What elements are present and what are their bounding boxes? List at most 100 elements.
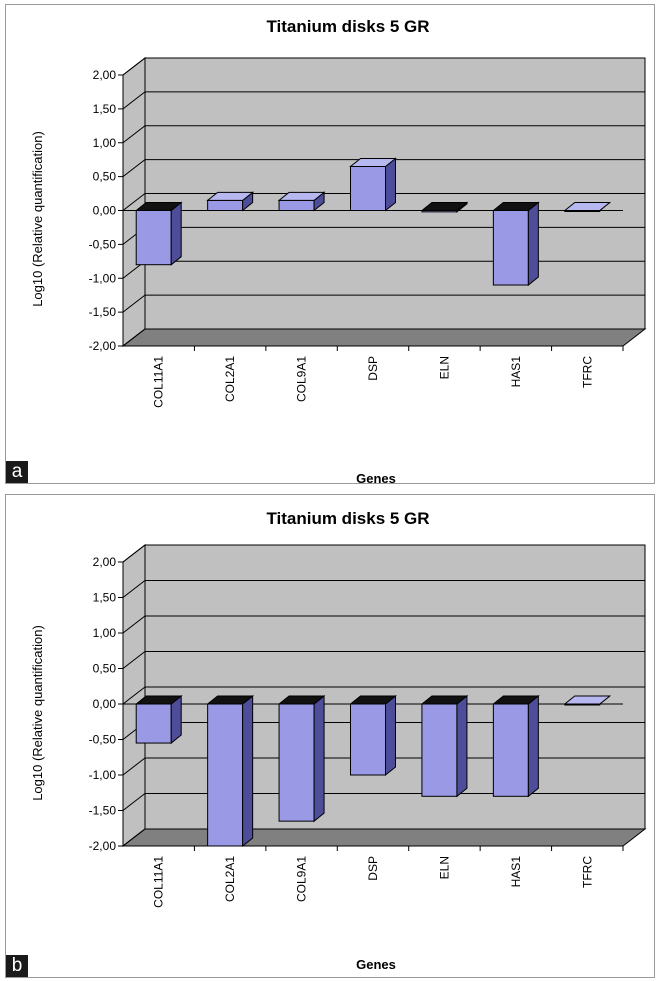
- gridline: [122, 828, 645, 847]
- y-tick-label: -1,00: [89, 271, 117, 285]
- gridline: [122, 757, 645, 776]
- y-tick-label: -1,50: [89, 804, 117, 818]
- bar-side: [527, 694, 539, 798]
- bar-has1: [491, 694, 540, 798]
- bar-top: [349, 695, 397, 705]
- y-tick-label: -2,00: [89, 839, 117, 853]
- y-tick-label: 0,00: [93, 204, 117, 218]
- y-tick-label: 0,50: [93, 662, 117, 676]
- category-label: COL2A1: [223, 356, 237, 402]
- bar-top: [420, 202, 469, 211]
- chart-svg-b: Titanium disks 5 GR 2,00 1,50 1,00 0,50 0,00 -…: [30, 509, 647, 972]
- bar-front: [421, 703, 458, 797]
- bar-col11a1: [134, 201, 183, 266]
- y-tick-label: 1,00: [93, 136, 117, 150]
- category-label: ELN: [437, 356, 451, 379]
- gridline: [122, 193, 645, 211]
- bar-front: [278, 703, 315, 822]
- y-tick-label: 0,00: [93, 697, 117, 711]
- y-tick-label: 2,00: [93, 68, 117, 82]
- plot-floor: [121, 328, 647, 347]
- bar-front: [492, 703, 529, 797]
- bar-side: [385, 694, 396, 777]
- chart-title: Titanium disks 5 GR: [266, 17, 429, 36]
- bar-top: [420, 695, 469, 705]
- bar-front: [135, 703, 172, 744]
- bar-front: [350, 703, 386, 776]
- bar-top: [491, 202, 540, 211]
- bar-top: [491, 695, 540, 705]
- y-axis-title: Log10 (Relative quantification): [30, 131, 45, 307]
- gridline: [122, 615, 645, 634]
- bar-has1: [491, 201, 540, 287]
- y-tick-label: -0,50: [89, 733, 117, 747]
- y-tick-label: 1,00: [93, 626, 117, 640]
- bar-top: [563, 202, 612, 211]
- x-axis-title: Genes: [356, 471, 396, 483]
- chart-panel-a: Titanium disks 5 GR 2,00 1,50 1,00 0,50 0,00 -…: [5, 4, 655, 484]
- gridline: [122, 159, 645, 178]
- bar-front: [350, 165, 386, 211]
- gridline: [122, 793, 645, 811]
- category-label: TFRC: [580, 356, 594, 388]
- bar-front: [207, 703, 244, 847]
- bar-col2a1: [206, 694, 255, 848]
- category-label: ELN: [437, 856, 451, 879]
- category-label: COL9A1: [295, 356, 309, 402]
- bar-side: [313, 694, 325, 823]
- bar-col9a1: [277, 694, 326, 823]
- bar-side: [527, 201, 539, 287]
- bar-front: [207, 199, 244, 211]
- category-label: COL2A1: [223, 856, 237, 902]
- category-label: COL11A1: [152, 856, 166, 908]
- y-tick-label: 1,50: [93, 591, 117, 605]
- panel-letter-a: a: [6, 461, 28, 483]
- bar-col2a1: [206, 191, 255, 212]
- panel-letter-b: b: [6, 955, 28, 977]
- gridline: [122, 651, 645, 669]
- y-tick-label: 2,00: [93, 555, 117, 569]
- y-axis-title: Log10 (Relative quantification): [30, 625, 45, 801]
- bar-top: [563, 695, 612, 705]
- category-label: HAS1: [509, 856, 523, 888]
- bar-top: [206, 191, 255, 201]
- chart-svg-a: Titanium disks 5 GR 2,00 1,50 1,00 0,50 0,00 -…: [30, 17, 647, 483]
- y-tick-label: 0,50: [93, 170, 117, 184]
- y-tick-label: -1,00: [89, 768, 117, 782]
- bar-tfrc: [563, 695, 612, 706]
- bar-top: [206, 695, 255, 705]
- category-label: DSP: [366, 356, 380, 381]
- x-axis-title: Genes: [356, 957, 396, 972]
- y-tick-label: 1,50: [93, 102, 117, 116]
- plot-floor: [121, 828, 647, 847]
- category-label: TFRC: [580, 856, 594, 888]
- bar-top: [277, 191, 326, 201]
- bar-front: [492, 210, 529, 286]
- gridline: [122, 57, 645, 76]
- bar-dsp: [349, 694, 397, 777]
- chart-panel-b: Titanium disks 5 GR 2,00 1,50 1,00 0,50 0,00 -…: [5, 494, 655, 978]
- y-tick-label: -2,00: [89, 339, 117, 353]
- bar-col11a1: [134, 694, 183, 745]
- gridline: [122, 686, 645, 705]
- bar-top: [277, 695, 326, 705]
- bar-col9a1: [277, 191, 326, 212]
- gridline: [122, 544, 645, 563]
- chart-title: Titanium disks 5 GR: [266, 509, 429, 528]
- bar-front: [278, 199, 315, 211]
- bar-side: [242, 694, 254, 848]
- bar-top: [349, 157, 397, 167]
- y-tick-label: -1,50: [89, 305, 117, 319]
- bar-side: [385, 157, 396, 212]
- bar-eln: [420, 201, 469, 213]
- bar-tfrc: [563, 202, 612, 212]
- bar-side: [170, 201, 182, 266]
- y-tick-label: -0,50: [89, 237, 117, 251]
- gridline: [122, 580, 645, 598]
- category-label: DSP: [366, 856, 380, 881]
- bar-dsp: [349, 157, 397, 212]
- gridline: [122, 328, 645, 347]
- category-label: COL9A1: [295, 856, 309, 902]
- gridline: [122, 294, 645, 313]
- category-label: COL11A1: [152, 356, 166, 408]
